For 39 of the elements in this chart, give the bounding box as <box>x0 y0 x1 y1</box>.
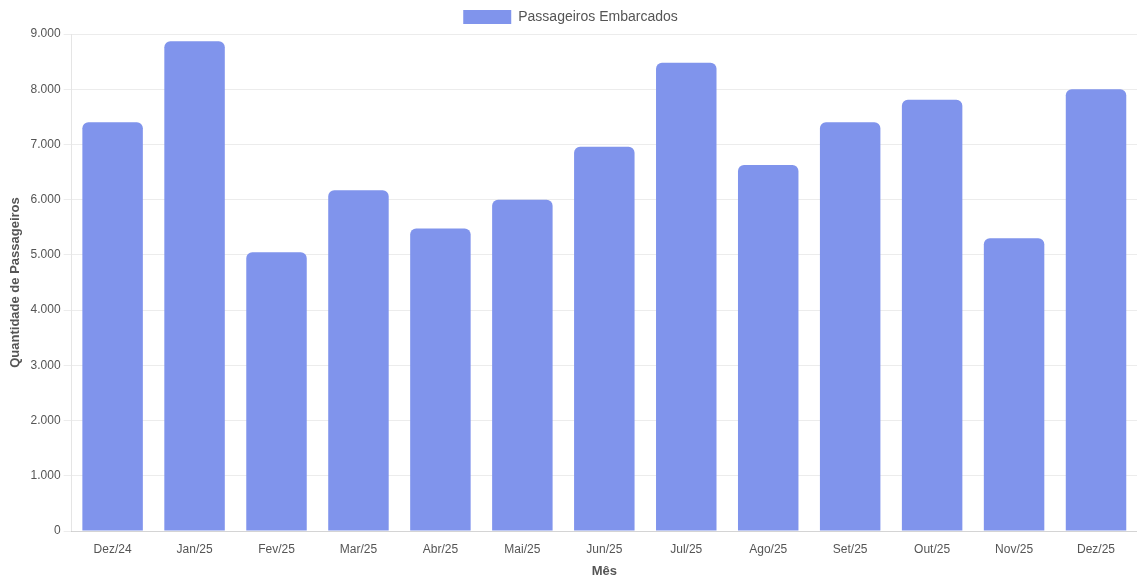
x-axis-title: Mês <box>591 562 617 578</box>
bar <box>819 122 881 531</box>
x-tick-label: Dez/24 <box>93 541 132 556</box>
bar <box>737 164 799 531</box>
y-tick-label: 1.000 <box>30 468 61 483</box>
x-tick-label: Set/25 <box>832 541 868 556</box>
x-tick-label: Out/25 <box>914 541 951 556</box>
bar <box>82 122 143 531</box>
y-tick-label: 4.000 <box>30 302 61 317</box>
y-axis-title: Quantidade de Passageiros <box>7 197 23 368</box>
y-tick-label: 8.000 <box>30 81 61 96</box>
x-tick-label: Fev/25 <box>258 541 296 556</box>
bar <box>901 99 963 531</box>
x-tick-label: Abr/25 <box>422 541 459 556</box>
x-tick-label: Jun/25 <box>586 541 623 556</box>
y-tick-label: 2.000 <box>30 412 61 427</box>
x-tick-label: Ago/25 <box>749 541 788 556</box>
x-tick-label: Jan/25 <box>176 541 213 556</box>
x-tick-label: Jul/25 <box>670 541 703 556</box>
bar <box>164 41 225 531</box>
bar <box>983 238 1045 531</box>
bar <box>492 199 553 531</box>
x-tick-label: Mar/25 <box>339 541 378 556</box>
bar <box>328 190 389 531</box>
y-tick-label: 6.000 <box>30 191 61 206</box>
x-tick-label: Mai/25 <box>504 541 541 556</box>
y-tick-label: 9.000 <box>30 26 61 41</box>
bar <box>246 252 307 531</box>
y-tick-label: 5.000 <box>30 247 61 262</box>
x-tick-label: Nov/25 <box>995 541 1034 556</box>
y-tick-label: 0 <box>53 523 61 538</box>
y-tick-label: 3.000 <box>30 357 61 372</box>
bar <box>410 228 471 531</box>
y-tick-label: 7.000 <box>30 136 61 151</box>
bar <box>656 62 717 531</box>
legend-label: Passageiros Embarcados <box>518 7 678 24</box>
bar <box>574 146 635 531</box>
bar <box>1065 89 1127 531</box>
x-tick-label: Dez/25 <box>1077 541 1116 556</box>
